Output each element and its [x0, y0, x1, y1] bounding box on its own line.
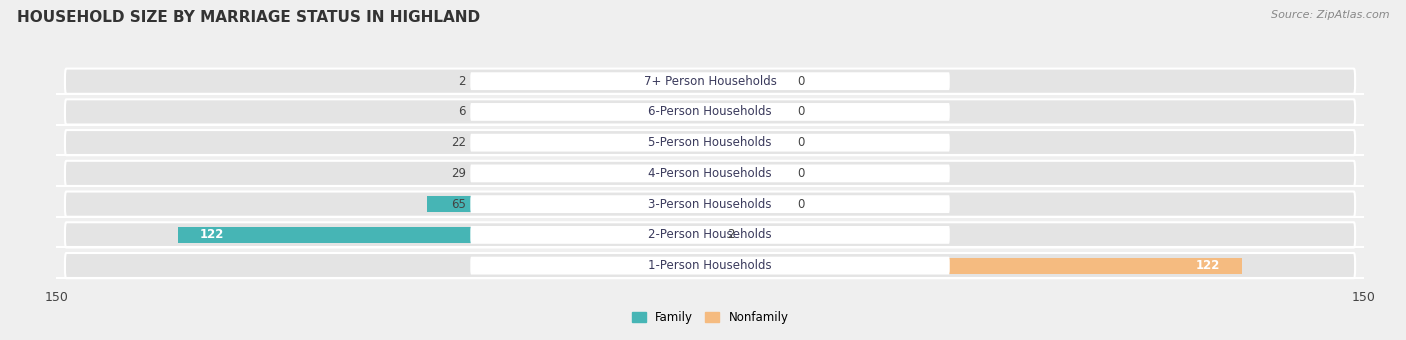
Text: 29: 29 — [451, 167, 465, 180]
Bar — [710, 73, 789, 89]
Text: 0: 0 — [797, 136, 804, 149]
Bar — [710, 196, 789, 212]
Text: 6: 6 — [458, 105, 465, 118]
FancyBboxPatch shape — [65, 130, 1355, 155]
Bar — [583, 165, 824, 182]
FancyBboxPatch shape — [470, 257, 950, 274]
FancyBboxPatch shape — [65, 99, 1355, 124]
FancyBboxPatch shape — [65, 69, 1355, 94]
Bar — [427, 196, 710, 212]
Text: 2-Person Households: 2-Person Households — [648, 228, 772, 241]
Bar — [583, 165, 710, 182]
Bar — [710, 258, 1241, 274]
FancyBboxPatch shape — [470, 134, 950, 152]
FancyBboxPatch shape — [470, 165, 950, 182]
FancyBboxPatch shape — [65, 253, 1355, 278]
Text: 0: 0 — [797, 167, 804, 180]
Bar — [710, 135, 789, 151]
Text: 3-Person Households: 3-Person Households — [648, 198, 772, 211]
Text: 0: 0 — [797, 105, 804, 118]
Text: 6-Person Households: 6-Person Households — [648, 105, 772, 118]
Bar — [427, 196, 710, 212]
FancyBboxPatch shape — [470, 103, 950, 121]
Text: 1-Person Households: 1-Person Households — [648, 259, 772, 272]
FancyBboxPatch shape — [65, 161, 1355, 186]
Bar — [683, 104, 710, 120]
Text: 0: 0 — [797, 198, 804, 211]
Text: 5-Person Households: 5-Person Households — [648, 136, 772, 149]
Bar — [710, 227, 789, 243]
FancyBboxPatch shape — [65, 191, 1355, 217]
Text: 2: 2 — [727, 228, 735, 241]
Text: 122: 122 — [200, 228, 225, 241]
FancyBboxPatch shape — [470, 72, 950, 90]
Text: 0: 0 — [797, 75, 804, 88]
Text: 65: 65 — [451, 198, 465, 211]
FancyBboxPatch shape — [65, 222, 1355, 248]
Text: HOUSEHOLD SIZE BY MARRIAGE STATUS IN HIGHLAND: HOUSEHOLD SIZE BY MARRIAGE STATUS IN HIG… — [17, 10, 479, 25]
Text: 2: 2 — [458, 75, 465, 88]
Legend: Family, Nonfamily: Family, Nonfamily — [627, 307, 793, 329]
FancyBboxPatch shape — [470, 195, 950, 213]
Text: 4-Person Households: 4-Person Households — [648, 167, 772, 180]
Bar — [179, 227, 710, 243]
Bar — [710, 165, 789, 182]
Bar — [702, 73, 710, 89]
Bar — [179, 227, 710, 243]
Bar — [614, 135, 853, 151]
Bar — [614, 135, 710, 151]
Bar — [683, 104, 924, 120]
Bar — [702, 73, 941, 89]
FancyBboxPatch shape — [470, 226, 950, 244]
Bar — [710, 104, 789, 120]
Text: 22: 22 — [451, 136, 465, 149]
Text: Source: ZipAtlas.com: Source: ZipAtlas.com — [1271, 10, 1389, 20]
Text: 7+ Person Households: 7+ Person Households — [644, 75, 776, 88]
Text: 122: 122 — [1195, 259, 1220, 272]
